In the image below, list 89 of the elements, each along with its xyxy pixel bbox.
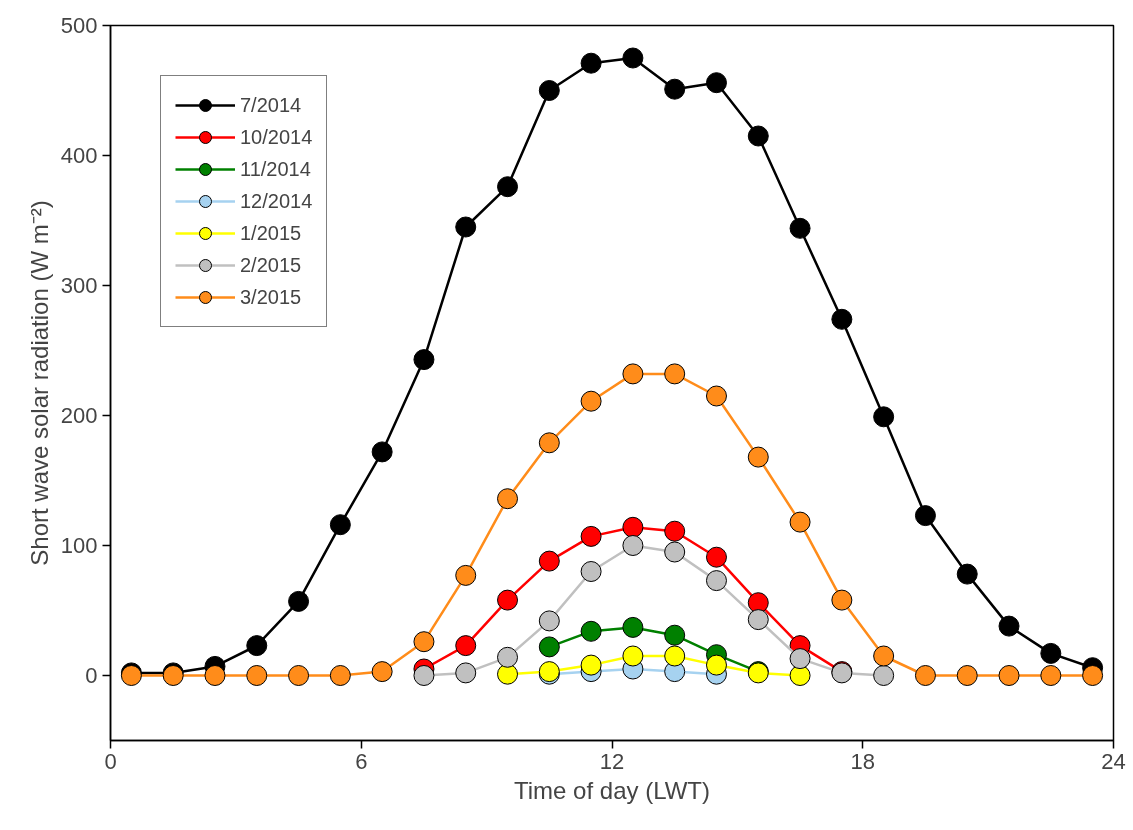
y-tick-label: 400 xyxy=(60,143,98,168)
point xyxy=(873,406,895,428)
point xyxy=(204,665,226,686)
point xyxy=(538,432,560,454)
point xyxy=(747,609,769,631)
point xyxy=(998,615,1020,637)
point xyxy=(664,363,686,385)
point xyxy=(622,616,644,638)
point xyxy=(288,665,310,686)
point xyxy=(538,636,560,658)
point xyxy=(664,78,686,100)
point xyxy=(789,511,811,533)
point xyxy=(580,561,602,582)
point xyxy=(873,645,895,667)
point xyxy=(413,349,435,371)
point xyxy=(497,646,519,668)
point xyxy=(413,665,435,686)
point xyxy=(580,525,602,547)
point xyxy=(538,80,560,101)
point xyxy=(497,488,519,510)
point xyxy=(580,620,602,642)
point xyxy=(622,535,644,556)
point xyxy=(622,363,644,385)
point xyxy=(956,665,978,686)
y-tick-label: 100 xyxy=(60,533,98,558)
point xyxy=(329,665,351,686)
point xyxy=(664,645,686,667)
point xyxy=(329,514,351,536)
point xyxy=(1040,665,1062,686)
x-tick-label: 12 xyxy=(599,748,625,774)
y-tick-label: 0 xyxy=(85,663,98,688)
point xyxy=(664,624,686,646)
point xyxy=(705,385,727,407)
point xyxy=(914,665,936,686)
point xyxy=(705,570,727,592)
point xyxy=(914,505,936,527)
y-axis-title: Short wave solar radiation (W m⁻²) xyxy=(25,200,53,566)
point xyxy=(956,563,978,585)
point xyxy=(664,541,686,563)
point xyxy=(497,176,519,198)
point xyxy=(664,520,686,542)
legend-label: 12/2014 xyxy=(240,188,313,214)
y-tick-label: 200 xyxy=(60,403,98,428)
point xyxy=(831,589,853,611)
x-tick-label: 18 xyxy=(850,748,875,774)
point xyxy=(789,217,811,239)
point xyxy=(538,550,560,572)
legend-label: 7/2014 xyxy=(240,92,302,118)
point xyxy=(497,589,519,611)
x-tick-label: 0 xyxy=(104,748,117,774)
point xyxy=(371,661,393,683)
point xyxy=(747,125,769,147)
point xyxy=(747,446,769,468)
point xyxy=(622,516,644,538)
y-tick-label: 500 xyxy=(60,13,98,38)
point xyxy=(538,610,560,632)
y-tick-label: 300 xyxy=(60,273,98,298)
point xyxy=(455,662,477,684)
legend-label: 3/2015 xyxy=(240,284,302,310)
point xyxy=(580,390,602,412)
point xyxy=(580,654,602,676)
point xyxy=(246,665,268,686)
point xyxy=(622,47,644,69)
point xyxy=(580,52,602,74)
point xyxy=(789,648,811,670)
point xyxy=(998,665,1020,686)
point xyxy=(455,216,477,238)
point xyxy=(371,441,393,463)
point xyxy=(246,635,268,657)
point xyxy=(1082,665,1104,686)
x-axis-title: Time of day (LWT) xyxy=(513,776,711,804)
legend-label: 2/2015 xyxy=(240,252,302,278)
x-tick-label: 6 xyxy=(355,748,368,774)
point xyxy=(288,590,310,612)
x-tick-label: 24 xyxy=(1101,748,1126,774)
point xyxy=(705,654,727,676)
point xyxy=(789,665,811,686)
legend-label: 1/2015 xyxy=(240,220,302,246)
point xyxy=(455,635,477,657)
point xyxy=(622,645,644,667)
point xyxy=(873,665,895,686)
point xyxy=(705,72,727,94)
point xyxy=(1040,642,1062,664)
point xyxy=(413,631,435,653)
legend-label: 11/2014 xyxy=(240,156,311,182)
point xyxy=(705,546,727,568)
point xyxy=(831,308,853,330)
legend-label: 10/2014 xyxy=(240,124,313,150)
point xyxy=(455,564,477,586)
